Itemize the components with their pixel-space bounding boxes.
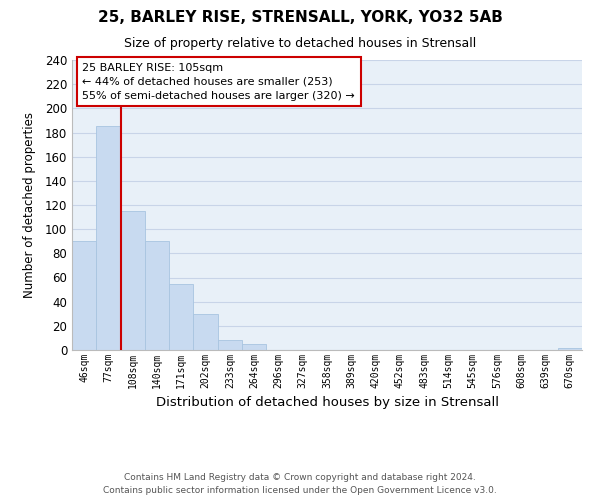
Bar [145,242,169,350]
Bar [96,126,121,350]
Text: Size of property relative to detached houses in Strensall: Size of property relative to detached ho… [124,38,476,51]
Y-axis label: Number of detached properties: Number of detached properties [23,112,37,298]
Text: 25, BARLEY RISE, STRENSALL, YORK, YO32 5AB: 25, BARLEY RISE, STRENSALL, YORK, YO32 5… [98,10,502,25]
X-axis label: Distribution of detached houses by size in Strensall: Distribution of detached houses by size … [155,396,499,409]
Bar [558,348,582,350]
Bar [193,314,218,350]
Bar [72,242,96,350]
Bar [218,340,242,350]
Text: Contains HM Land Registry data © Crown copyright and database right 2024.
Contai: Contains HM Land Registry data © Crown c… [103,473,497,495]
Bar [242,344,266,350]
Text: 25 BARLEY RISE: 105sqm
← 44% of detached houses are smaller (253)
55% of semi-de: 25 BARLEY RISE: 105sqm ← 44% of detached… [82,63,355,101]
Bar [121,211,145,350]
Bar [169,284,193,350]
